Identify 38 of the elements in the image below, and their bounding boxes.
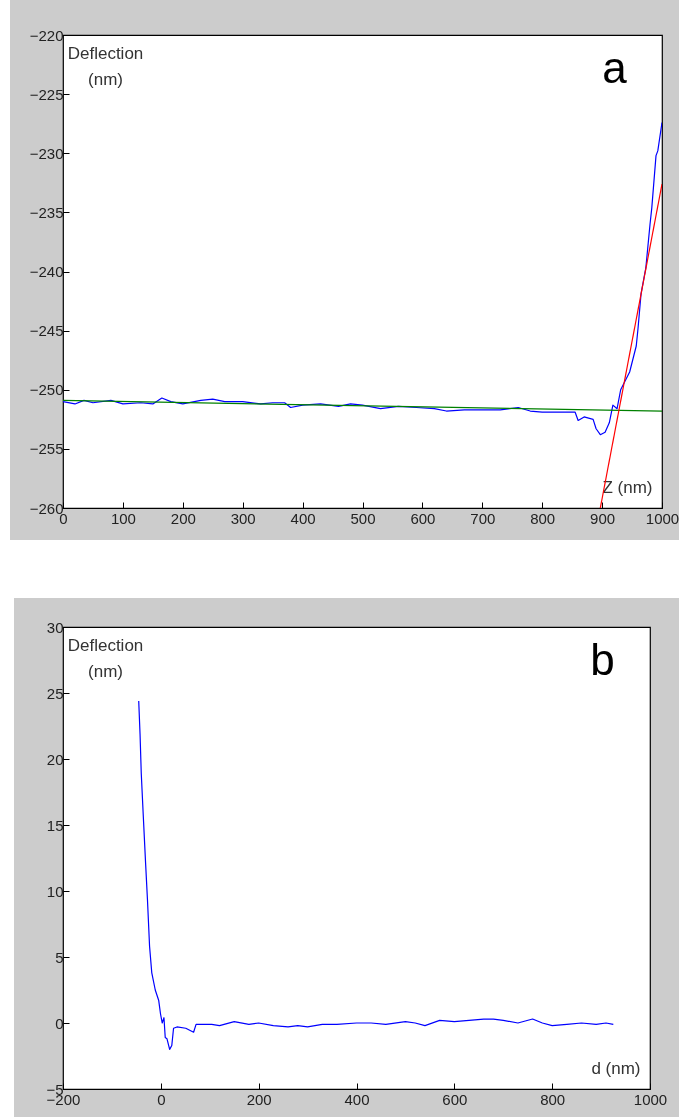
y-tick-label: 25 xyxy=(46,684,64,702)
chart-title: a xyxy=(602,43,628,92)
y-tick-label: 5 xyxy=(55,948,64,966)
x-tick-label: 1000 xyxy=(645,509,679,527)
x-tick-label: 1000 xyxy=(633,1090,668,1108)
y-tick-label: −230 xyxy=(29,144,64,162)
chart-title: b xyxy=(590,635,615,684)
x-axis-title: d (nm) xyxy=(591,1058,641,1078)
x-tick-label: 400 xyxy=(290,509,316,527)
y-tick-label: 0 xyxy=(55,1014,64,1032)
y-tick-label: 30 xyxy=(46,618,64,636)
y-tick-label: −255 xyxy=(29,440,64,458)
x-tick-label: 600 xyxy=(442,1090,468,1108)
x-tick-label: 500 xyxy=(350,509,376,527)
x-tick-label: 200 xyxy=(246,1090,272,1108)
x-tick-label: 700 xyxy=(470,509,496,527)
x-tick-label: 600 xyxy=(410,509,436,527)
y-tick-label: 15 xyxy=(46,816,64,834)
y-tick-label: −250 xyxy=(29,381,64,399)
x-tick-label: 200 xyxy=(170,509,196,527)
y-tick-label: −235 xyxy=(29,203,64,221)
y-tick-label: −245 xyxy=(29,322,64,340)
x-tick-label: 0 xyxy=(157,1090,166,1108)
y-axis-title: Deflection (nm) xyxy=(67,635,144,681)
x-tick-label: 800 xyxy=(530,509,556,527)
x-tick-label: 900 xyxy=(590,509,616,527)
x-tick-label: 400 xyxy=(344,1090,370,1108)
y-tick-label: −220 xyxy=(29,26,64,44)
line-series xyxy=(63,121,662,436)
y-tick-label: 10 xyxy=(46,882,64,900)
x-tick-label: 800 xyxy=(540,1090,566,1108)
x-tick-label: 100 xyxy=(110,509,136,527)
y-tick-label: 20 xyxy=(46,750,64,768)
y-axis-title: Deflection (nm) xyxy=(67,43,144,89)
x-tick-label: 300 xyxy=(230,509,256,527)
y-tick-label: −225 xyxy=(29,85,64,103)
line-series xyxy=(138,700,614,1050)
y-tick-label: −240 xyxy=(29,263,64,280)
